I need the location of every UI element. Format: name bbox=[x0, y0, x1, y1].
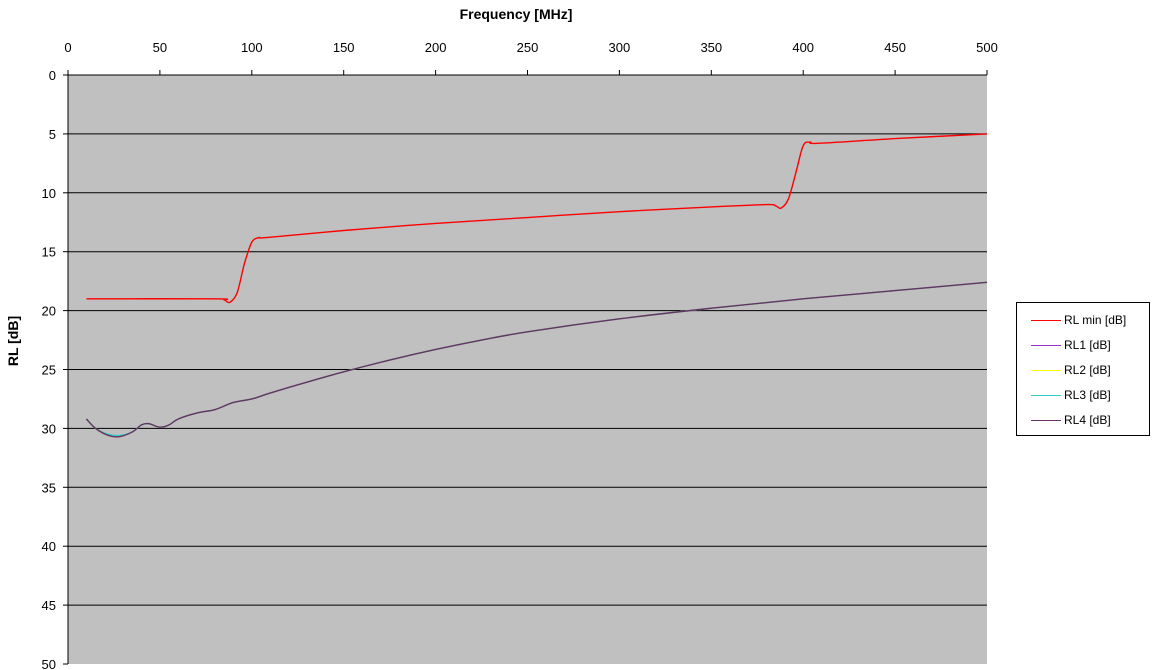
legend-swatch bbox=[1031, 369, 1061, 371]
legend-item: RL1 [dB] bbox=[1017, 333, 1149, 357]
y-tick-label: 15 bbox=[42, 245, 56, 260]
legend-item: RL4 [dB] bbox=[1017, 408, 1149, 432]
legend-item: RL2 [dB] bbox=[1017, 358, 1149, 382]
legend: RL min [dB] RL1 [dB] RL2 [dB] RL3 [dB] RL4 [… bbox=[1016, 302, 1150, 436]
legend-label: RL3 [dB] bbox=[1064, 388, 1111, 402]
x-axis-title: Frequency [MHz] bbox=[459, 6, 573, 22]
x-tick-label: 50 bbox=[153, 40, 167, 55]
legend-swatch bbox=[1031, 344, 1061, 346]
y-tick-label: 45 bbox=[42, 598, 56, 613]
y-tick-label: 25 bbox=[42, 363, 56, 378]
series-line-4 bbox=[85, 281, 988, 438]
legend-label: RL2 [dB] bbox=[1064, 363, 1111, 377]
legend-label: RL1 [dB] bbox=[1064, 338, 1111, 352]
x-tick-label: 300 bbox=[609, 40, 631, 55]
y-tick-label: 50 bbox=[42, 657, 56, 670]
legend-label: RL4 [dB] bbox=[1064, 413, 1111, 427]
legend-swatch bbox=[1031, 419, 1061, 421]
x-tick-label: 150 bbox=[333, 40, 355, 55]
series-line-0 bbox=[86, 133, 988, 304]
y-tick-label: 35 bbox=[42, 480, 56, 495]
y-axis-title: RL [dB] bbox=[5, 315, 21, 367]
y-tick-label: 10 bbox=[42, 186, 56, 201]
legend-swatch bbox=[1031, 319, 1061, 321]
y-tick-label: 40 bbox=[42, 539, 56, 554]
x-tick-label: 100 bbox=[241, 40, 263, 55]
legend-label: RL min [dB] bbox=[1064, 313, 1127, 327]
x-tick-label: 350 bbox=[700, 40, 722, 55]
legend-list: RL min [dB] RL1 [dB] RL2 [dB] RL3 [dB] RL4 [… bbox=[1017, 303, 1149, 432]
y-tick-label: 0 bbox=[49, 68, 56, 83]
y-tick-label: 30 bbox=[42, 421, 56, 436]
x-tick-label: 200 bbox=[425, 40, 447, 55]
legend-item: RL3 [dB] bbox=[1017, 383, 1149, 407]
x-tick-label: 250 bbox=[517, 40, 539, 55]
legend-item: RL min [dB] bbox=[1017, 308, 1149, 332]
x-tick-label: 500 bbox=[976, 40, 998, 55]
legend-swatch bbox=[1031, 394, 1061, 396]
x-tick-label: 450 bbox=[884, 40, 906, 55]
y-tick-label: 5 bbox=[49, 127, 56, 142]
y-tick-label: 20 bbox=[42, 304, 56, 319]
x-tick-label: 400 bbox=[792, 40, 814, 55]
x-axis-title-wrapper: Frequency [MHz] bbox=[0, 6, 1152, 22]
x-tick-label: 0 bbox=[64, 40, 71, 55]
